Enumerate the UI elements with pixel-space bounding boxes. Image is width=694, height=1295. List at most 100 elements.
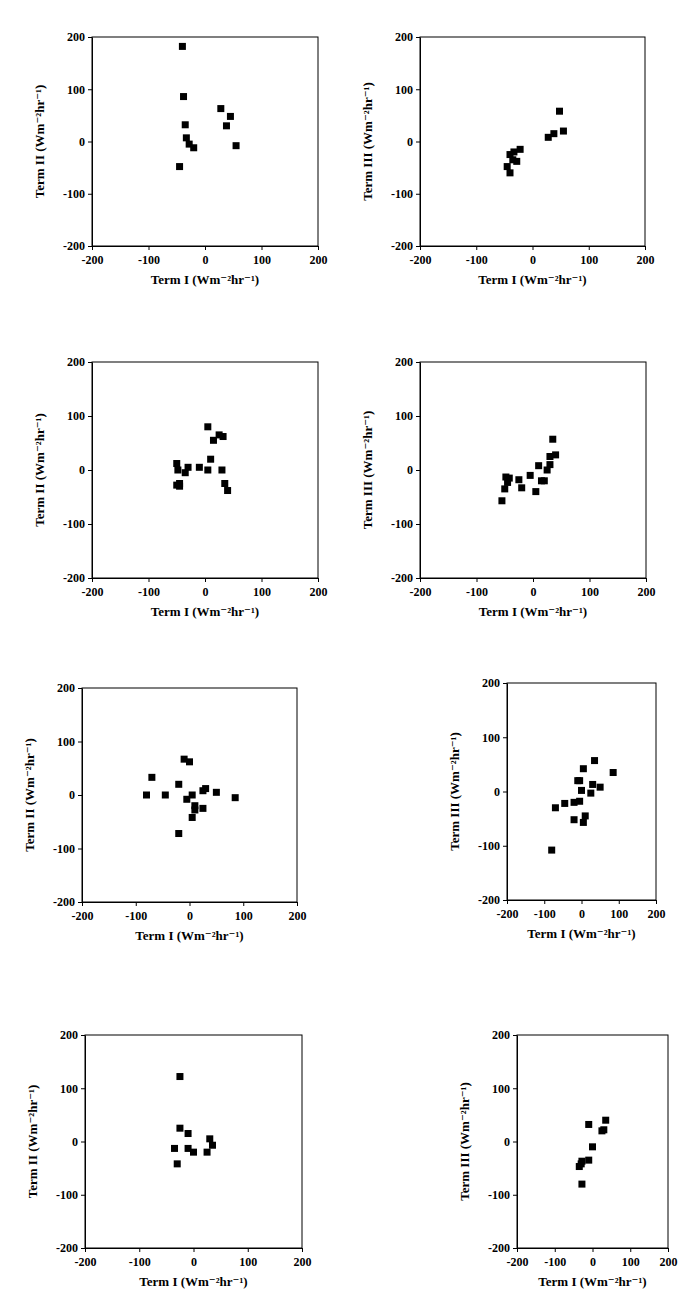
y-tick: -200 bbox=[56, 1241, 85, 1255]
y-tick-mark bbox=[513, 1142, 517, 1143]
x-tick-label: -200 bbox=[410, 585, 432, 599]
point bbox=[175, 830, 182, 837]
x-tick-label: 200 bbox=[289, 909, 307, 923]
x-tick: 0 bbox=[203, 578, 209, 599]
y-tick-mark bbox=[88, 37, 92, 38]
x-tick-mark bbox=[262, 246, 263, 250]
y-tick: 100 bbox=[482, 731, 507, 745]
y-tick: -100 bbox=[391, 187, 420, 201]
x-tick-mark bbox=[555, 1248, 556, 1252]
y-axis-line bbox=[517, 1036, 518, 1249]
y-tick: -100 bbox=[63, 187, 92, 201]
x-tick-label: 200 bbox=[294, 1255, 312, 1269]
points bbox=[176, 43, 240, 170]
y-tick: 0 bbox=[69, 788, 82, 802]
x-tick-label: -100 bbox=[125, 909, 147, 923]
x-tick: 0 bbox=[531, 578, 537, 599]
x-tick-mark bbox=[646, 578, 647, 582]
x-tick-mark bbox=[507, 900, 508, 904]
y-tick: -200 bbox=[488, 1241, 517, 1255]
x-tick-label: 100 bbox=[610, 907, 628, 921]
point bbox=[204, 467, 211, 474]
x-tick-mark bbox=[533, 578, 534, 582]
y-axis: -200-1000100200 bbox=[391, 355, 421, 585]
x-tick-mark bbox=[630, 1248, 631, 1252]
x-tick-label: 0 bbox=[531, 585, 537, 599]
point bbox=[546, 461, 553, 468]
x-tick-mark bbox=[92, 578, 93, 582]
y-tick-mark bbox=[416, 362, 420, 363]
y-tick-label: 200 bbox=[57, 681, 75, 695]
x-tick-label: -200 bbox=[82, 585, 104, 599]
point bbox=[227, 113, 234, 120]
point bbox=[176, 483, 183, 490]
y-tick-mark bbox=[88, 246, 92, 247]
y-tick: 0 bbox=[72, 1135, 85, 1149]
y-tick-label: 200 bbox=[60, 1028, 78, 1042]
x-axis: -200 -100 0 100 200 bbox=[72, 902, 307, 923]
panel: -200-1000100200-200-1000100200Term I (Wm… bbox=[25, 1028, 312, 1289]
y-tick-label: -200 bbox=[391, 571, 413, 585]
y-tick-mark bbox=[503, 792, 507, 793]
y-tick: 100 bbox=[395, 83, 420, 97]
y-tick: 200 bbox=[395, 355, 420, 369]
point bbox=[217, 105, 224, 112]
y-tick-label: 0 bbox=[79, 463, 85, 477]
y-axis-line bbox=[82, 689, 83, 903]
y-tick: 0 bbox=[504, 1135, 517, 1149]
y-tick: 200 bbox=[57, 681, 82, 695]
y-tick-mark bbox=[503, 683, 507, 684]
point bbox=[162, 792, 169, 799]
point bbox=[176, 163, 183, 170]
x-tick-label: -200 bbox=[497, 907, 519, 921]
y-axis: -200-1000100200 bbox=[391, 30, 421, 253]
x-tick-mark bbox=[593, 1248, 594, 1252]
x-tick-label: 100 bbox=[235, 909, 253, 923]
x-tick-label: -200 bbox=[72, 909, 94, 923]
point bbox=[190, 144, 197, 151]
point bbox=[206, 1135, 213, 1142]
y-tick: 0 bbox=[407, 135, 420, 149]
points bbox=[498, 436, 559, 505]
x-tick-mark bbox=[619, 900, 620, 904]
x-tick-label: 100 bbox=[581, 585, 599, 599]
y-tick-label: 0 bbox=[79, 135, 85, 149]
y-tick-label: -200 bbox=[63, 239, 85, 253]
point bbox=[561, 800, 568, 807]
x-tick-label: 0 bbox=[187, 909, 193, 923]
x-axis: -200-1000100200 bbox=[82, 246, 328, 267]
plot-frame bbox=[517, 1035, 668, 1248]
y-tick-mark bbox=[416, 194, 420, 195]
panel: -200-1000100200-200-1000100200Term I (Wm… bbox=[360, 30, 655, 287]
point bbox=[224, 487, 231, 494]
point bbox=[541, 477, 548, 484]
y-tick: 200 bbox=[395, 30, 420, 44]
point bbox=[527, 472, 534, 479]
x-tick-mark bbox=[139, 1248, 140, 1252]
x-tick-label: -100 bbox=[138, 253, 160, 267]
y-axis: -200-1000100200 bbox=[63, 355, 93, 585]
y-tick-label: 200 bbox=[67, 355, 85, 369]
point bbox=[175, 781, 182, 788]
y-tick: -100 bbox=[63, 517, 92, 531]
x-tick: 200 bbox=[660, 1248, 678, 1269]
y-tick-label: 100 bbox=[492, 1082, 510, 1096]
y-tick: -100 bbox=[478, 839, 507, 853]
y-tick-label: 0 bbox=[494, 785, 500, 799]
x-tick-label: -200 bbox=[75, 1255, 97, 1269]
x-tick-label: -200 bbox=[82, 253, 104, 267]
y-tick-label: 0 bbox=[504, 1135, 510, 1149]
y-tick-label: -100 bbox=[56, 1188, 78, 1202]
y-tick: -100 bbox=[391, 517, 420, 531]
x-axis-title: Term I (Wm⁻²hr⁻¹) bbox=[538, 1274, 646, 1289]
points bbox=[548, 757, 616, 854]
x-tick-label: -100 bbox=[466, 253, 488, 267]
y-tick: -100 bbox=[488, 1188, 517, 1202]
point bbox=[213, 789, 220, 796]
x-tick-label: 0 bbox=[203, 253, 209, 267]
x-tick-label: -100 bbox=[534, 907, 556, 921]
y-tick: -200 bbox=[63, 571, 92, 585]
x-tick-label: -100 bbox=[129, 1255, 151, 1269]
y-tick-label: -100 bbox=[63, 187, 85, 201]
y-tick-label: 200 bbox=[482, 676, 500, 690]
